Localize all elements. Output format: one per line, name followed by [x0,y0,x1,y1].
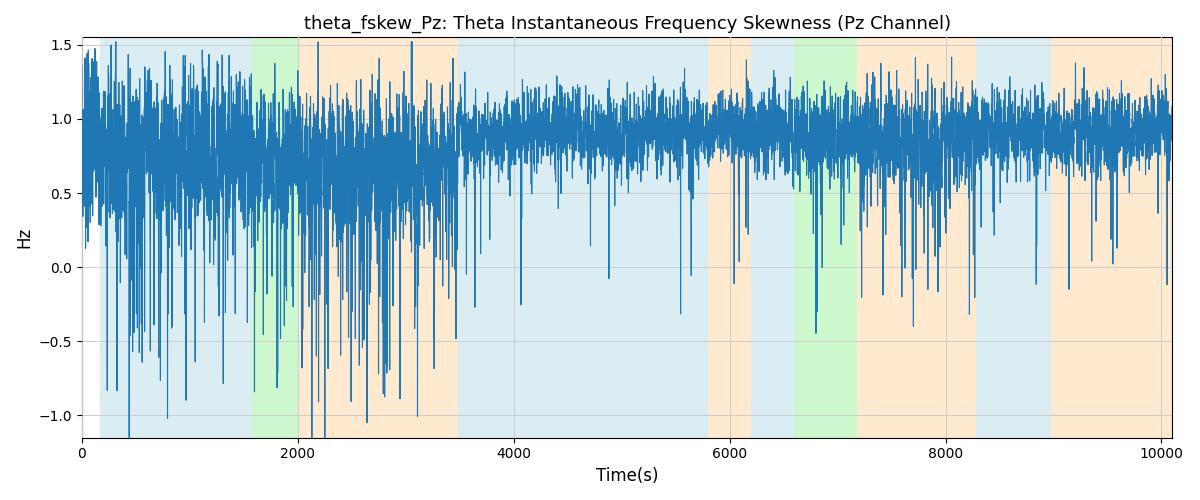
Title: theta_fskew_Pz: Theta Instantaneous Frequency Skewness (Pz Channel): theta_fskew_Pz: Theta Instantaneous Freq… [304,15,950,34]
X-axis label: Time(s): Time(s) [596,467,659,485]
Bar [457,38,708,438]
Bar [857,38,976,438]
Bar [751,38,794,438]
Bar [298,38,457,438]
Y-axis label: Hz: Hz [14,227,32,248]
Bar [101,38,252,438]
Bar [252,38,298,438]
Bar [1051,38,1172,438]
Bar [708,38,751,438]
Bar [794,38,857,438]
Bar [976,38,1051,438]
